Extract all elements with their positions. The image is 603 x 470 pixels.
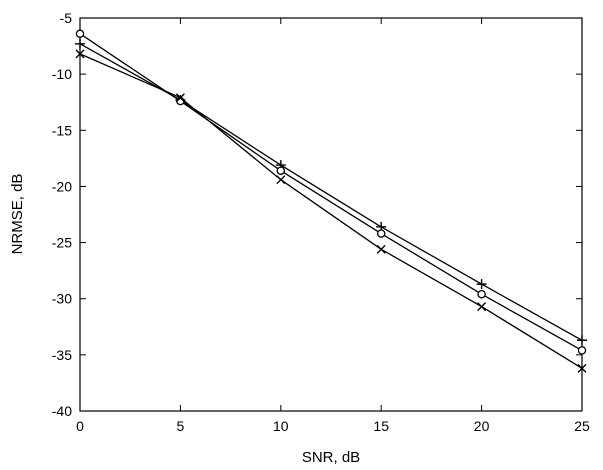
- series-line-circle: [79, 33, 583, 351]
- plot-frame: [79, 17, 583, 412]
- data-point-circle: [477, 289, 486, 299]
- data-point-plus: [75, 38, 85, 49]
- y-tick-label: -35: [52, 347, 72, 363]
- series-line-cross: [79, 53, 583, 369]
- data-point-circle: [376, 229, 386, 238]
- x-axis-label: SNR, dB: [302, 449, 360, 466]
- y-tick-label: -5: [60, 10, 73, 26]
- x-tick-label: 25: [574, 418, 590, 434]
- data-point-circle: [276, 166, 286, 175]
- data-point-cross: [577, 363, 587, 373]
- data-point-cross: [175, 93, 185, 103]
- data-point-cross: [376, 244, 386, 254]
- series-line-plus: [79, 43, 583, 341]
- y-axis: -5 -10 -15 -20 -25 -30 -35 -40: [52, 10, 582, 419]
- y-tick-label: -25: [52, 235, 72, 251]
- y-tick-label: -30: [52, 291, 72, 307]
- y-tick-label: -20: [52, 178, 72, 194]
- y-tick-label: -10: [52, 66, 72, 82]
- x-tick-label: 20: [474, 418, 490, 434]
- data-point-cross: [477, 302, 487, 312]
- x-tick-label: 0: [76, 418, 84, 434]
- data-point-circle: [75, 29, 85, 38]
- x-tick-label: 5: [177, 418, 185, 434]
- data-point-plus: [476, 279, 487, 290]
- y-axis-label: NRMSE, dB: [9, 174, 26, 255]
- data-point-plus: [577, 335, 587, 346]
- y-tick-label: -15: [52, 122, 72, 138]
- x-axis: 0 5 10 15 20 25: [76, 18, 590, 434]
- x-tick-label: 15: [373, 418, 389, 434]
- data-point-cross: [75, 49, 85, 59]
- x-tick-label: 10: [273, 418, 289, 434]
- data-point-circle: [577, 346, 587, 355]
- series-layer: [75, 29, 587, 373]
- data-point-cross: [276, 175, 286, 185]
- y-tick-label: -40: [52, 403, 72, 419]
